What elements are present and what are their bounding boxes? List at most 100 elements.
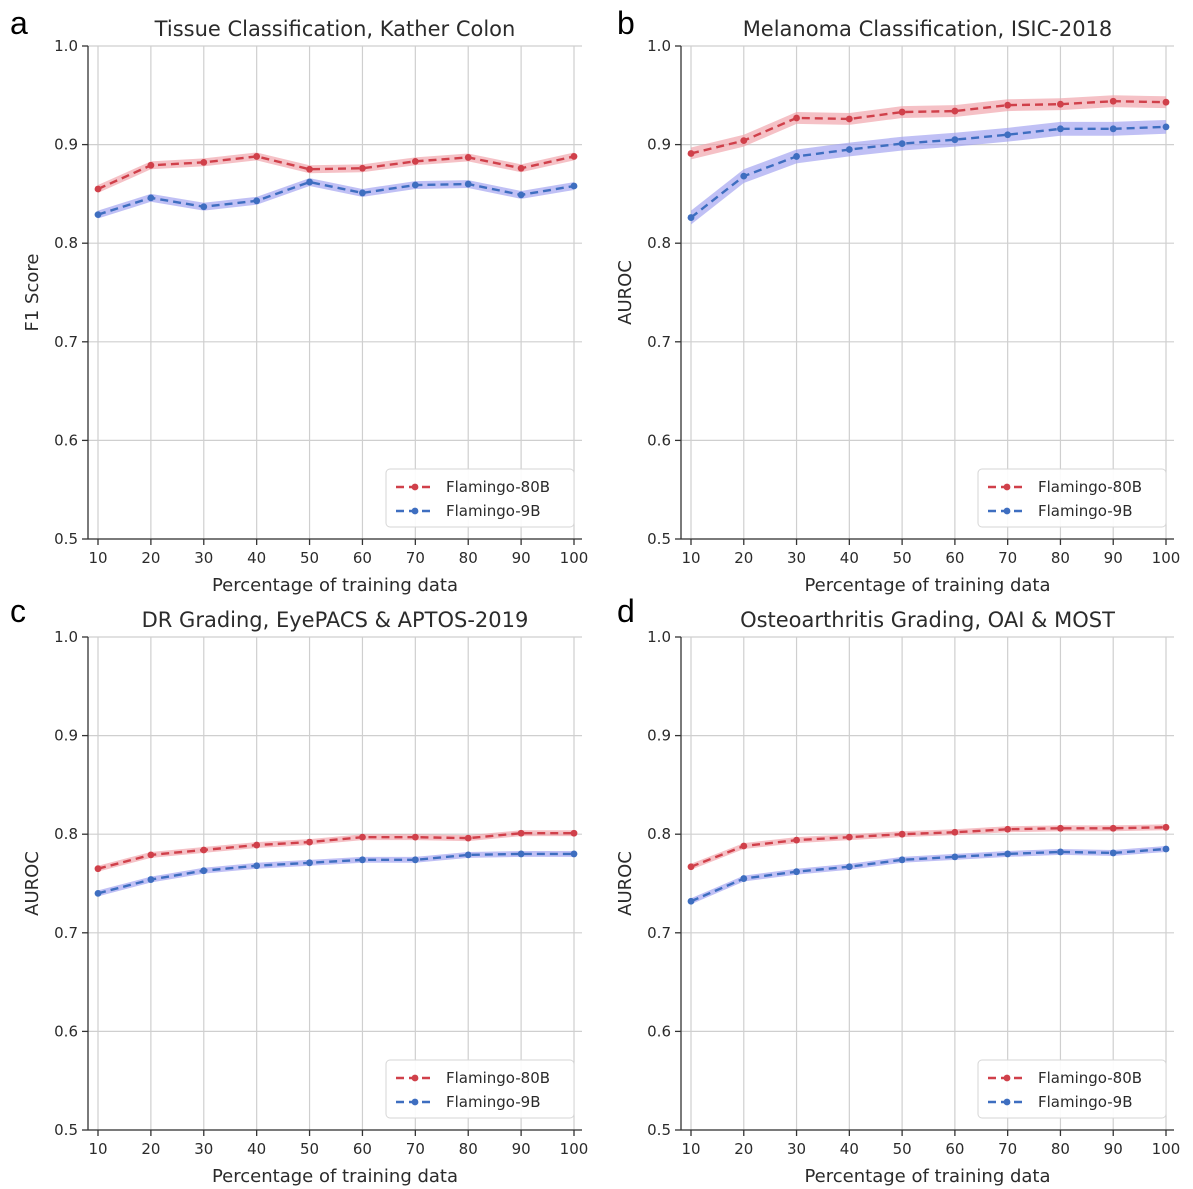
chart-panel-c: c 10 20 30 40 50 60 70 80 90 100 0.5 0.6 0.7 0.8 0.9 1.0… (10, 593, 588, 1187)
y-tick-label: 0.8 (54, 825, 78, 843)
data-point (253, 197, 261, 205)
legend: Flamingo-80B Flamingo-9B (977, 468, 1167, 528)
y-tick-label: 0.5 (647, 530, 671, 548)
series-line (690, 826, 1167, 868)
confidence-band (98, 850, 574, 897)
legend-marker (411, 483, 419, 491)
data-point (464, 834, 472, 842)
legend-marker (411, 1098, 419, 1106)
data-point (517, 191, 525, 199)
legend: Flamingo-80B Flamingo-9B (385, 468, 575, 528)
series-flamingo-80b (94, 152, 578, 193)
legend-label: Flamingo-9B (446, 1093, 541, 1111)
panel-letter: c (10, 593, 26, 629)
data-point (147, 851, 155, 859)
x-tick-label: 60 (945, 1140, 964, 1158)
data-point (898, 108, 906, 116)
data-point (94, 889, 102, 897)
x-tick-label: 50 (893, 549, 912, 567)
chart-panel-d: d 10 20 30 40 50 60 70 80 90 100 0.5 0.6 0.7 0.8 0.9 1.0… (615, 593, 1180, 1187)
confidence-band (98, 178, 574, 219)
chart-panel-a: a 10 20 30 40 50 60 70 80 90 100 0.5 0.6 0.7 0.8 0.9 1.0… (10, 5, 588, 596)
data-point (570, 182, 578, 190)
series-line (97, 155, 575, 191)
data-point (253, 153, 261, 160)
data-point (1057, 848, 1064, 856)
y-tick-label: 1.0 (54, 628, 78, 646)
data-point (951, 136, 959, 144)
x-tick-label: 70 (406, 1140, 425, 1158)
x-tick-label: 30 (194, 549, 213, 567)
data-point (359, 164, 366, 172)
data-point (411, 833, 419, 841)
data-point (94, 211, 102, 219)
y-tick-label: 0.7 (647, 333, 671, 351)
y-axis-label: AUROC (615, 260, 636, 325)
data-point (200, 203, 208, 211)
y-tick-label: 0.7 (54, 333, 78, 351)
x-tick-label: 80 (459, 549, 478, 567)
y-tick-label: 0.6 (647, 1022, 671, 1040)
data-point (359, 856, 366, 864)
x-tick-label: 50 (300, 1140, 319, 1158)
y-tick-label: 0.7 (54, 924, 78, 942)
x-tick-label: 80 (459, 1140, 478, 1158)
data-point (898, 856, 906, 864)
data-point (898, 140, 906, 148)
data-point (306, 178, 313, 186)
data-point (740, 842, 748, 850)
data-point (1162, 845, 1170, 853)
x-tick-label: 100 (1152, 1140, 1181, 1158)
series-line (97, 180, 575, 216)
data-point (1162, 123, 1170, 131)
data-point (740, 875, 748, 882)
confidence-band (691, 846, 1166, 905)
legend-label: Flamingo-9B (1038, 1093, 1133, 1111)
chart-title: Osteoarthritis Grading, OAI & MOST (740, 608, 1115, 632)
data-point (464, 851, 472, 859)
y-tick-label: 0.7 (647, 924, 671, 942)
x-tick-label: 20 (141, 549, 160, 567)
data-point (200, 158, 208, 166)
data-point (951, 853, 959, 861)
legend-box (977, 468, 1167, 528)
x-axis-label: Percentage of training data (212, 575, 458, 596)
chart-title: Melanoma Classification, ISIC-2018 (743, 17, 1113, 41)
y-axis-label: F1 Score (22, 254, 43, 332)
data-point (740, 172, 748, 180)
data-point (898, 830, 906, 838)
data-point (570, 153, 578, 160)
confidence-band (98, 152, 574, 193)
x-tick-label: 70 (406, 549, 425, 567)
y-tick-label: 0.8 (54, 234, 78, 252)
data-point (845, 146, 853, 153)
y-tick-label: 0.9 (54, 136, 78, 154)
y-tick-label: 0.6 (647, 431, 671, 449)
data-point (306, 859, 313, 867)
data-point (570, 829, 578, 837)
data-point (845, 833, 853, 841)
y-tick-label: 0.8 (647, 825, 671, 843)
series-flamingo-80b (94, 829, 578, 873)
x-tick-label: 100 (1152, 549, 1181, 567)
data-point (147, 161, 155, 169)
data-point (464, 180, 472, 188)
y-tick-label: 0.5 (647, 1121, 671, 1139)
data-point (951, 107, 959, 115)
x-tick-label: 100 (560, 549, 589, 567)
x-axis-label: Percentage of training data (804, 575, 1050, 596)
chart-panel-b: b 10 20 30 40 50 60 70 80 90 100 0.5 0.6 0.7 0.8 0.9 1.0… (615, 5, 1180, 596)
data-point (1004, 825, 1012, 833)
x-tick-label: 10 (681, 1140, 700, 1158)
x-tick-label: 60 (945, 549, 964, 567)
data-point (1004, 850, 1012, 858)
legend-label: Flamingo-80B (1038, 1069, 1142, 1087)
y-tick-label: 0.6 (54, 1022, 78, 1040)
legend: Flamingo-80B Flamingo-9B (977, 1059, 1167, 1119)
x-tick-label: 40 (247, 1140, 266, 1158)
x-tick-label: 70 (998, 549, 1017, 567)
panel-letter: d (617, 593, 635, 629)
data-point (306, 165, 313, 173)
legend-label: Flamingo-80B (446, 478, 550, 496)
